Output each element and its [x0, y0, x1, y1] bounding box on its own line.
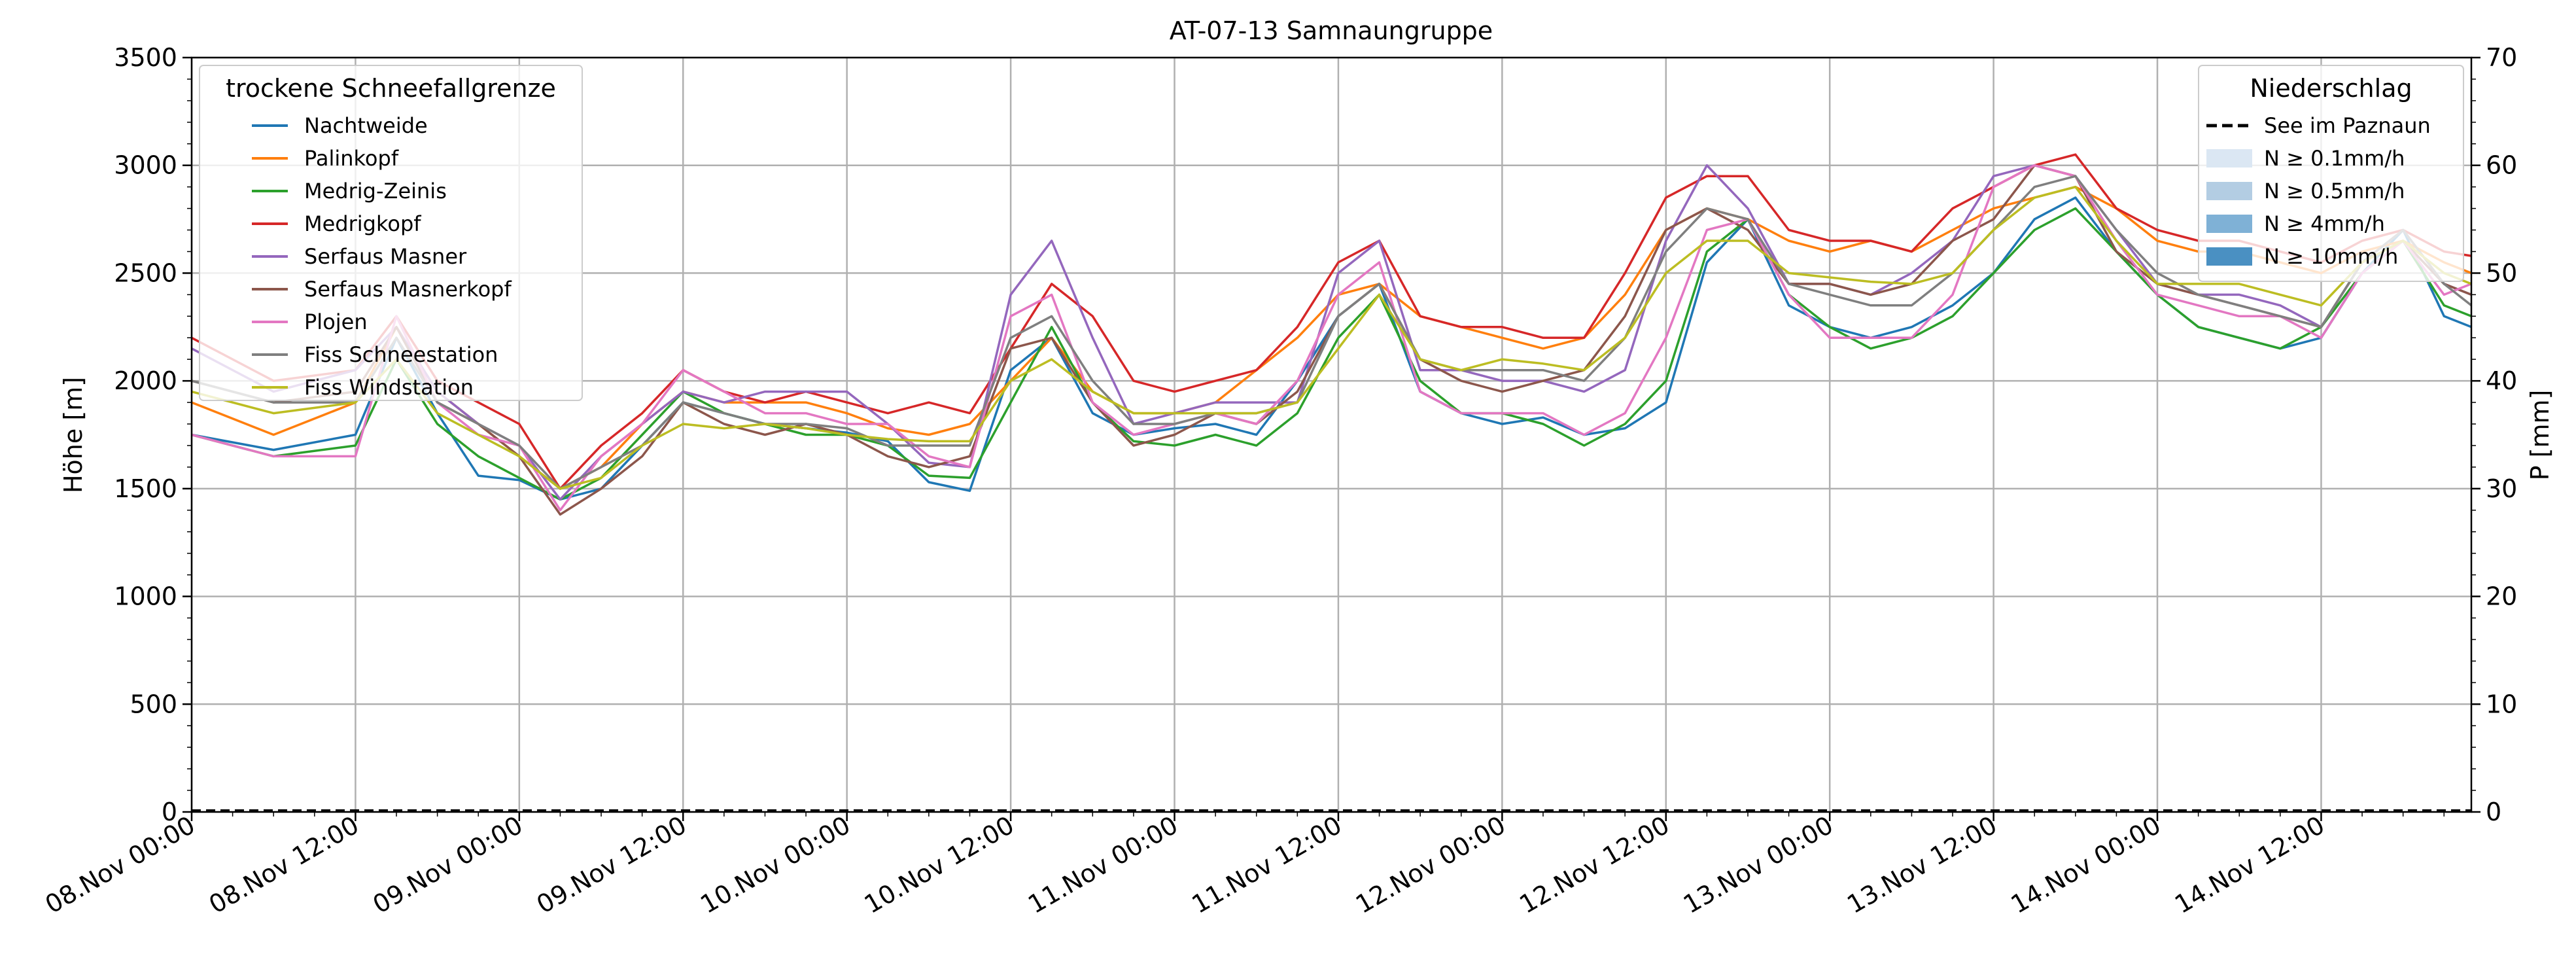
- legend-swatch-bar: [2206, 182, 2252, 200]
- y-tick-label: 2000: [114, 366, 177, 395]
- legend-left: trockene Schneefallgrenze Nachtweide Palin…: [199, 65, 583, 401]
- legend-label: N ≥ 4mm/h: [2264, 211, 2385, 236]
- y-tick-label-right: 70: [2486, 43, 2517, 72]
- legend-label: Serfaus Masnerkopf: [304, 277, 512, 302]
- y-tick-label-right: 30: [2486, 474, 2517, 503]
- legend-label: Fiss Windstation: [304, 375, 474, 400]
- x-tick-label: 10.Nov 12:00: [860, 811, 1019, 919]
- legend-right-box: [2198, 65, 2464, 282]
- y-tick-label-right: 50: [2486, 258, 2517, 287]
- series-lines: [191, 153, 2473, 516]
- x-tick-label: 11.Nov 12:00: [1187, 811, 1347, 919]
- chart-title: AT-07-13 Samnaungruppe: [1170, 16, 1493, 45]
- x-tick-label: 10.Nov 00:00: [695, 811, 855, 919]
- x-tick-label: 11.Nov 00:00: [1023, 811, 1183, 919]
- x-tick-label: 14.Nov 00:00: [2006, 811, 2166, 919]
- y-axis-label-right: P [mm]: [2526, 390, 2554, 481]
- legend-left-box: [199, 65, 583, 401]
- y-tick-label-right: 10: [2486, 690, 2517, 718]
- y-tick-label: 1500: [114, 474, 177, 503]
- legend-label: Serfaus Masner: [304, 244, 467, 269]
- y-tick-label: 3000: [114, 151, 177, 180]
- legend-label: Fiss Schneestation: [304, 342, 498, 367]
- x-tick-label: 12.Nov 12:00: [1514, 811, 1674, 919]
- x-tick-label: 09.Nov 00:00: [368, 811, 527, 919]
- y-tick-label-right: 60: [2486, 151, 2517, 180]
- y-tick-label: 0: [162, 798, 177, 826]
- legend-label: Medrigkopf: [304, 211, 421, 236]
- legend-label: N ≥ 10mm/h: [2264, 244, 2398, 269]
- legend-swatch-bar: [2206, 215, 2252, 233]
- legend-label: N ≥ 0.5mm/h: [2264, 179, 2405, 203]
- y-tick-label-right: 0: [2486, 798, 2501, 826]
- y-tick-label: 3500: [114, 43, 177, 72]
- series-line-fiss-windstation: [191, 185, 2472, 490]
- x-tick-label: 12.Nov 00:00: [1351, 811, 1510, 919]
- legend-label: Plojen: [304, 309, 368, 334]
- plot-frame: [190, 56, 2473, 813]
- y-tick-label: 1000: [114, 582, 177, 611]
- y-tick-label-right: 20: [2486, 582, 2517, 611]
- legend-right-title: Niederschlag: [2250, 74, 2412, 103]
- legend-swatch-bar: [2206, 247, 2252, 266]
- y-axis-label: Höhe [m]: [59, 377, 88, 493]
- x-tick-label: 09.Nov 12:00: [532, 811, 691, 919]
- legend-swatch-bar: [2206, 149, 2252, 167]
- x-tick-label: 13.Nov 00:00: [1679, 811, 1838, 919]
- legend-left-title: trockene Schneefallgrenze: [226, 74, 556, 103]
- x-tick-label: 14.Nov 12:00: [2170, 811, 2329, 919]
- legend-right: Niederschlag See im Paznaun N ≥ 0.1mm/h N ≥…: [2198, 65, 2464, 282]
- legend-label: Medrig-Zeinis: [304, 179, 447, 203]
- x-tick-label: 08.Nov 00:00: [41, 811, 200, 919]
- y-tick-label: 500: [130, 690, 177, 718]
- legend-label: See im Paznaun: [2264, 113, 2431, 138]
- x-tick-label: 08.Nov 12:00: [204, 811, 364, 919]
- y-tick-label: 2500: [114, 258, 177, 287]
- legend-label: N ≥ 0.1mm/h: [2264, 146, 2405, 171]
- legend-label: Palinkopf: [304, 146, 399, 171]
- y-tick-label-right: 40: [2486, 366, 2517, 395]
- x-tick-label: 13.Nov 12:00: [1842, 811, 2002, 919]
- legend-label: Nachtweide: [304, 113, 428, 138]
